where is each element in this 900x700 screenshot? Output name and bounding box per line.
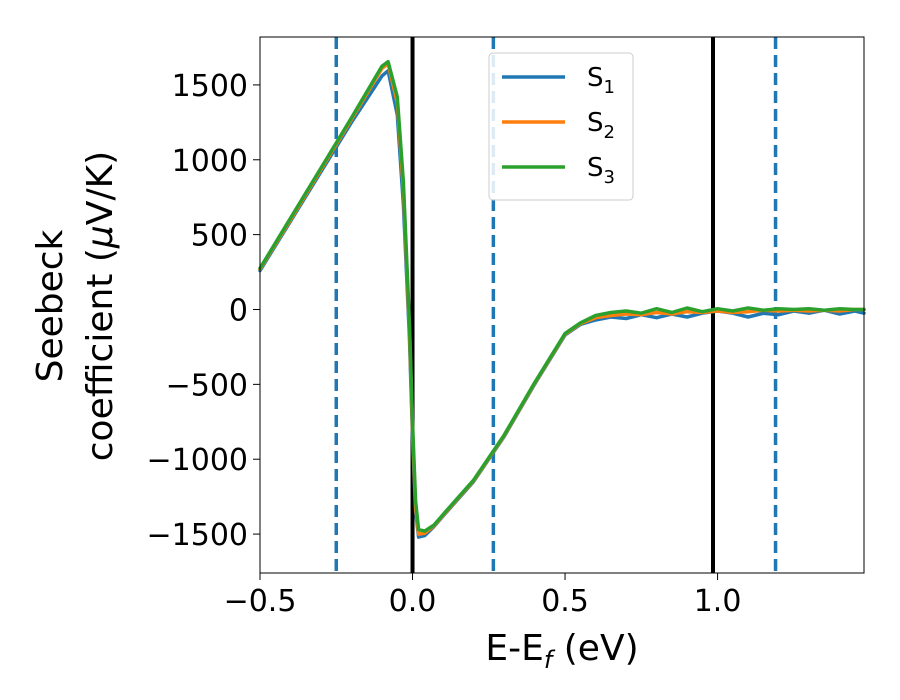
x-tick-label: 0.0: [389, 584, 437, 619]
x-axis-ticks: −0.5 0.0 0.5 1.0: [224, 573, 742, 619]
y-tick-label: 500: [191, 219, 248, 254]
x-tick-label: 0.5: [541, 584, 589, 619]
y-tick-label: 0: [229, 293, 248, 328]
x-axis-label: E-Ef (eV): [485, 628, 638, 674]
y-axis-label-line1: Seebeck: [30, 229, 71, 382]
y-tick-label: 1500: [172, 69, 248, 104]
y-axis-ticks: −1500 −1000 −500 0 500 1000 1500: [147, 69, 260, 553]
y-tick-label: −500: [166, 368, 248, 403]
x-tick-label: −0.5: [224, 584, 297, 619]
plot-frame: [259, 36, 865, 574]
series-line-3: [258, 59, 866, 533]
legend-box: [488, 52, 634, 201]
y-tick-label: −1000: [147, 443, 248, 478]
reference-vlines: [334, 37, 778, 573]
legend-label-1: S1: [587, 63, 615, 98]
y-tick-label: 1000: [172, 144, 248, 179]
legend-label-2: S2: [587, 108, 615, 143]
y-tick-label: −1500: [147, 518, 248, 553]
legend-label-3: S3: [587, 153, 615, 188]
y-axis-label-line2: coefficient (μV/K): [80, 151, 121, 461]
legend: S1 S2 S3: [488, 52, 634, 201]
series-lines: [258, 59, 866, 539]
x-tick-label: 1.0: [694, 584, 742, 619]
